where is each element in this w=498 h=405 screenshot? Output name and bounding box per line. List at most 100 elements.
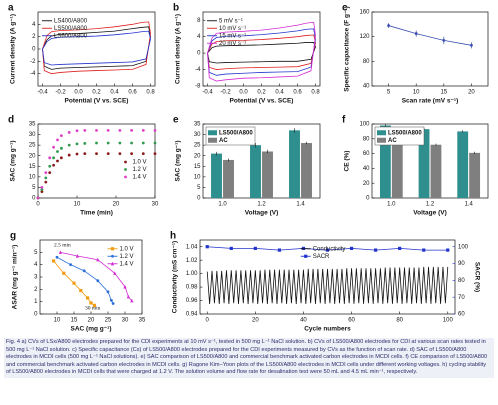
y-tick-label: 3	[34, 275, 38, 281]
marker	[83, 152, 87, 156]
x-tick-label: 0.2	[257, 90, 266, 96]
legend-swatch	[208, 137, 217, 143]
x-tick-label: -0.2	[55, 90, 66, 96]
y-axis-label: ASAR (mg g⁻¹ min⁻¹)	[12, 245, 19, 310]
y-tick-label: 5	[197, 185, 201, 191]
marker	[253, 246, 257, 251]
marker	[374, 248, 378, 252]
y-tick-label: 0	[32, 196, 36, 202]
marker	[153, 152, 157, 156]
marker	[130, 128, 134, 132]
x-tick-label: 0.4	[110, 90, 119, 96]
series-line	[388, 25, 472, 46]
marker	[44, 180, 48, 184]
x-tick-label: 1.4	[464, 202, 473, 208]
marker	[153, 141, 157, 145]
y-tick-label: 2	[32, 34, 36, 40]
y-tick-label: 30	[194, 132, 201, 138]
x-tick-label: 20	[88, 318, 95, 324]
marker	[82, 269, 86, 273]
marker	[60, 146, 63, 150]
x-tick-label: -0.2	[220, 90, 231, 96]
marker	[106, 141, 110, 145]
legend-label: AC	[219, 138, 228, 144]
plot-frame	[202, 123, 321, 199]
marker	[58, 250, 62, 254]
legend-label: LS400/A800	[54, 18, 88, 24]
y-tick-label: 25	[194, 143, 201, 149]
marker	[48, 156, 52, 160]
x-tick-label: 0.2	[92, 90, 101, 96]
marker	[83, 142, 87, 145]
x-axis-label: Voltage (V)	[245, 210, 278, 217]
legend-label: LS500/A800	[219, 130, 253, 136]
x-tick-label: 30	[152, 202, 159, 208]
marker	[124, 168, 127, 171]
y-axis-label: Current density (A g⁻¹)	[10, 14, 17, 84]
x-tick-label: 5	[387, 90, 391, 96]
panel-label: a	[8, 3, 14, 14]
marker	[126, 294, 130, 299]
marker	[422, 248, 426, 252]
bar	[430, 144, 442, 198]
marker	[75, 152, 79, 156]
y-axis-label: SAC (mg g⁻¹)	[175, 141, 182, 182]
legend-label: 1.4 V	[133, 175, 147, 181]
marker	[75, 254, 79, 258]
legend-label: 1.2 V	[133, 167, 147, 173]
y-tick-label: 1.04	[186, 244, 198, 250]
y-tick-label: 120	[359, 34, 370, 40]
bar	[289, 130, 300, 198]
legend-label: 5 mV s⁻¹	[219, 18, 243, 24]
marker	[442, 38, 446, 42]
marker	[67, 143, 71, 147]
y2-tick-label: 90	[458, 261, 465, 267]
bar	[250, 145, 261, 198]
marker	[69, 263, 72, 267]
marker	[205, 245, 209, 249]
marker	[106, 152, 110, 156]
marker	[304, 254, 308, 258]
marker	[36, 196, 40, 200]
x-axis-label: SAC (mg g⁻¹)	[71, 326, 112, 333]
marker	[124, 175, 127, 179]
legend-label: 20 mV s⁻¹	[219, 41, 246, 47]
y-tick-label: 15	[29, 164, 36, 170]
x-tick-label: 35	[139, 318, 146, 324]
y-tick-label: 40	[363, 84, 370, 90]
marker	[130, 298, 134, 303]
marker	[83, 128, 87, 132]
x-tick-label: 1.0	[387, 202, 396, 208]
y-tick-label: 2	[34, 287, 38, 293]
bar	[379, 125, 391, 198]
panel-label: h	[170, 231, 176, 242]
marker	[111, 254, 114, 258]
marker	[48, 164, 52, 168]
legend-label: LS500/A800	[388, 130, 422, 136]
x-tick-label: 100	[443, 318, 454, 324]
y-tick-label: 0	[197, 51, 201, 57]
bar	[469, 152, 481, 198]
panel-label: d	[8, 115, 14, 126]
y2-axis-label: SACR (%)	[473, 262, 480, 292]
marker	[141, 152, 145, 156]
y-tick-label: 0	[197, 196, 201, 202]
bar	[457, 131, 469, 198]
y-tick-label: 0.98	[186, 285, 198, 291]
legend-label: 10 mV s⁻¹	[219, 26, 246, 32]
y-tick-label: 160	[359, 10, 370, 16]
marker	[62, 271, 66, 275]
y-axis-label: Specific capacitance (F g⁻¹)	[344, 6, 351, 91]
y-tick-label: 1.00	[186, 271, 198, 277]
series-line	[42, 26, 151, 70]
series-line	[42, 30, 151, 66]
x-tick-label: -0.4	[202, 90, 213, 96]
x-tick-label: 20	[252, 318, 259, 324]
x-tick-label: 40	[300, 318, 307, 324]
x-tick-label: 60	[348, 318, 355, 324]
bar	[262, 151, 273, 198]
marker	[95, 128, 98, 132]
caption: Fig. 4 a) CVs of LSx/A800 electrodes pre…	[4, 338, 494, 378]
x-axis-label: Potential (V vs. SCE)	[65, 98, 129, 105]
